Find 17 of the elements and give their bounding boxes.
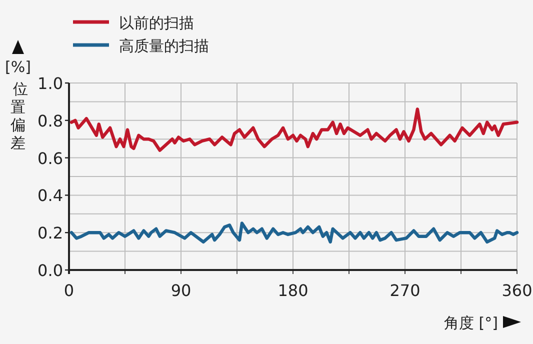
legend-label: 以前的扫描: [119, 14, 194, 32]
line-series: [70, 108, 519, 152]
x-tick-label: 180: [278, 281, 308, 300]
y-tick-label: 0.2: [38, 224, 63, 243]
y-tick-label: 0.6: [38, 148, 63, 168]
x-tick-label: 270: [390, 281, 420, 300]
x-tick-label: 0: [64, 281, 74, 300]
legend-label: 高质量的扫描: [119, 37, 209, 55]
x-tick-label: 360: [502, 281, 532, 300]
x-tick-label: 90: [170, 281, 192, 300]
y-tick-label: 0.0: [38, 261, 63, 280]
y-tick-label: 0.4: [38, 186, 63, 206]
y-tick-label: 1.0: [38, 74, 63, 93]
line-series: [70, 222, 519, 244]
y-axis-title: [%] 位置偏差: [5, 58, 31, 152]
y-tick-label: 0.8: [38, 111, 63, 130]
x-axis-title: 角度 [°]: [444, 314, 498, 332]
